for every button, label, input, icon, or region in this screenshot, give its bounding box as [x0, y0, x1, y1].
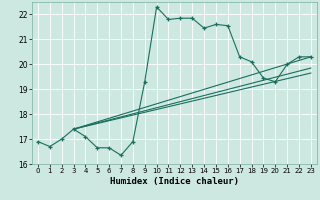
X-axis label: Humidex (Indice chaleur): Humidex (Indice chaleur): [110, 177, 239, 186]
